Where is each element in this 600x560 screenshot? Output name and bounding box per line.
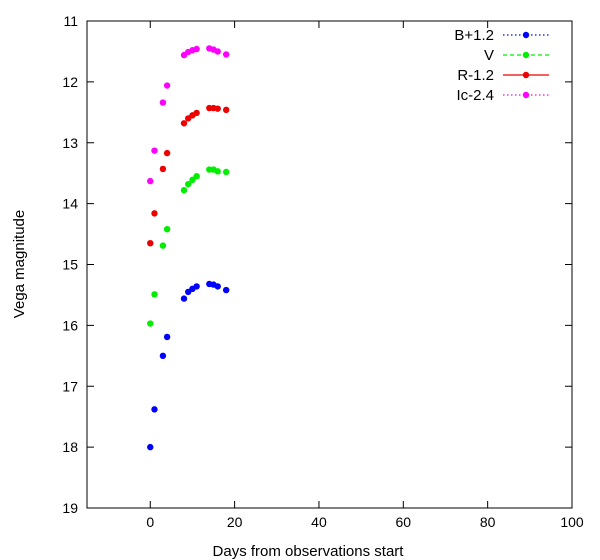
x-axis: 0 20 40 60 80 100 xyxy=(146,21,584,530)
data-point xyxy=(222,168,230,176)
legend-label: V xyxy=(484,47,494,64)
legend-marker xyxy=(522,71,530,79)
data-point xyxy=(214,168,221,175)
series-1 xyxy=(147,166,230,327)
legend: B+1.2 V R-1.2 Ic-2.4 xyxy=(454,27,549,104)
data-point xyxy=(222,106,230,114)
data-point xyxy=(159,165,167,173)
data-point xyxy=(180,295,188,302)
series-0 xyxy=(147,280,230,451)
data-point xyxy=(214,105,221,112)
y-tick-label: 16 xyxy=(62,317,78,333)
legend-marker xyxy=(522,51,530,59)
data-point xyxy=(222,286,230,294)
data-point xyxy=(147,239,154,247)
y-axis-label: Vega magnitude xyxy=(11,210,28,318)
data-point xyxy=(163,225,171,233)
data-point xyxy=(222,51,230,58)
legend-entry: B+1.2 xyxy=(454,27,549,44)
y-tick-label: 17 xyxy=(62,378,78,394)
legend-label: R-1.2 xyxy=(457,67,494,84)
y-tick-label: 14 xyxy=(62,196,78,212)
y-tick-label: 12 xyxy=(62,74,78,90)
data-point xyxy=(159,352,167,360)
legend-marker xyxy=(522,91,530,99)
data-point xyxy=(185,180,192,188)
y-tick-label: 18 xyxy=(62,439,78,455)
data-point xyxy=(151,291,158,298)
data-point xyxy=(180,120,188,127)
x-axis-label: Days from observations start xyxy=(213,543,405,560)
x-tick-label: 40 xyxy=(311,514,327,530)
x-tick-label: 60 xyxy=(396,514,412,530)
data-point xyxy=(151,406,158,413)
y-tick-label: 11 xyxy=(63,13,78,29)
data-point xyxy=(163,149,171,157)
data-point xyxy=(189,176,196,184)
data-point xyxy=(193,283,200,290)
legend-label: Ic-2.4 xyxy=(456,87,494,104)
y-tick-label: 19 xyxy=(62,500,78,516)
x-tick-label: 0 xyxy=(146,514,154,530)
data-point xyxy=(163,82,171,89)
legend-entry: Ic-2.4 xyxy=(456,87,549,104)
data-point xyxy=(159,242,167,249)
legend-entry: R-1.2 xyxy=(457,67,549,84)
data-point xyxy=(193,173,200,180)
data-point xyxy=(214,48,221,55)
y-axis: 11 12 13 14 15 16 17 18 19 xyxy=(62,13,572,516)
data-point xyxy=(180,187,188,194)
data-point xyxy=(147,320,154,327)
plot-border xyxy=(86,20,573,509)
data-point xyxy=(147,443,154,451)
x-tick-label: 100 xyxy=(560,514,584,530)
series-2 xyxy=(147,104,230,247)
plot-frame xyxy=(86,20,573,509)
x-tick-label: 20 xyxy=(227,514,243,530)
x-tick-label: 80 xyxy=(480,514,496,530)
legend-entry: V xyxy=(484,47,549,64)
data-point xyxy=(159,99,167,106)
data-point xyxy=(214,283,221,290)
y-tick-label: 15 xyxy=(62,257,78,273)
data-point xyxy=(193,109,200,117)
y-tick-label: 13 xyxy=(62,135,78,151)
series-3 xyxy=(147,45,230,185)
data-point xyxy=(151,210,158,217)
data-point xyxy=(163,333,171,341)
data-points xyxy=(147,45,230,451)
data-point xyxy=(151,147,158,154)
legend-label: B+1.2 xyxy=(454,27,494,44)
data-point xyxy=(193,45,200,53)
data-point xyxy=(147,177,154,185)
legend-marker xyxy=(522,31,530,39)
